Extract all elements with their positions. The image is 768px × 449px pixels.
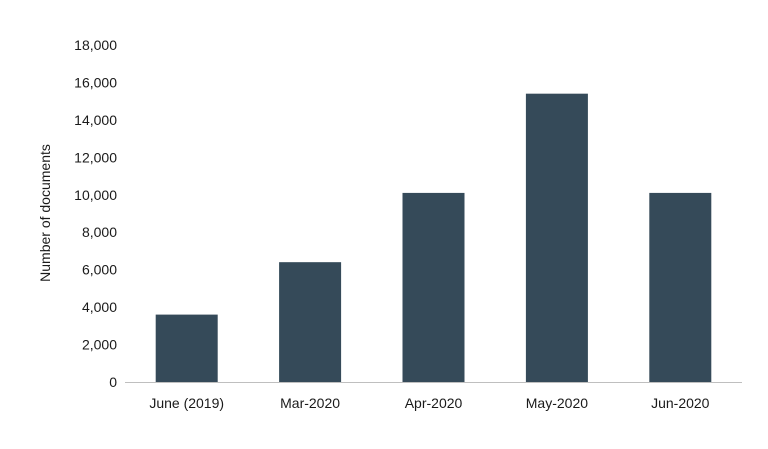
bars	[156, 94, 712, 382]
bar	[279, 262, 341, 382]
y-tick-label: 8,000	[82, 224, 117, 240]
x-tick-label: May-2020	[526, 395, 588, 411]
y-axis-ticks: 0 2,000 4,000 6,000 8,000 10,000 12,000 14,000 1…	[74, 37, 117, 390]
bar	[526, 94, 588, 382]
y-axis-title: Number of documents	[37, 144, 53, 282]
y-tick-label: 6,000	[82, 262, 117, 278]
y-tick-label: 12,000	[74, 149, 117, 165]
y-tick-label: 0	[109, 374, 117, 390]
bar	[156, 315, 218, 382]
x-tick-label: Mar-2020	[280, 395, 340, 411]
x-tick-label: June (2019)	[149, 395, 224, 411]
x-tick-label: Apr-2020	[405, 395, 463, 411]
bar	[403, 193, 465, 382]
y-tick-label: 18,000	[74, 37, 117, 53]
x-tick-label: Jun-2020	[651, 395, 710, 411]
y-tick-label: 14,000	[74, 112, 117, 128]
y-tick-label: 2,000	[82, 337, 117, 353]
y-tick-label: 10,000	[74, 187, 117, 203]
bar	[649, 193, 711, 382]
y-tick-label: 4,000	[82, 299, 117, 315]
x-axis-labels: June (2019) Mar-2020 Apr-2020 May-2020 Jun-2…	[149, 395, 709, 411]
y-tick-label: 16,000	[74, 74, 117, 90]
